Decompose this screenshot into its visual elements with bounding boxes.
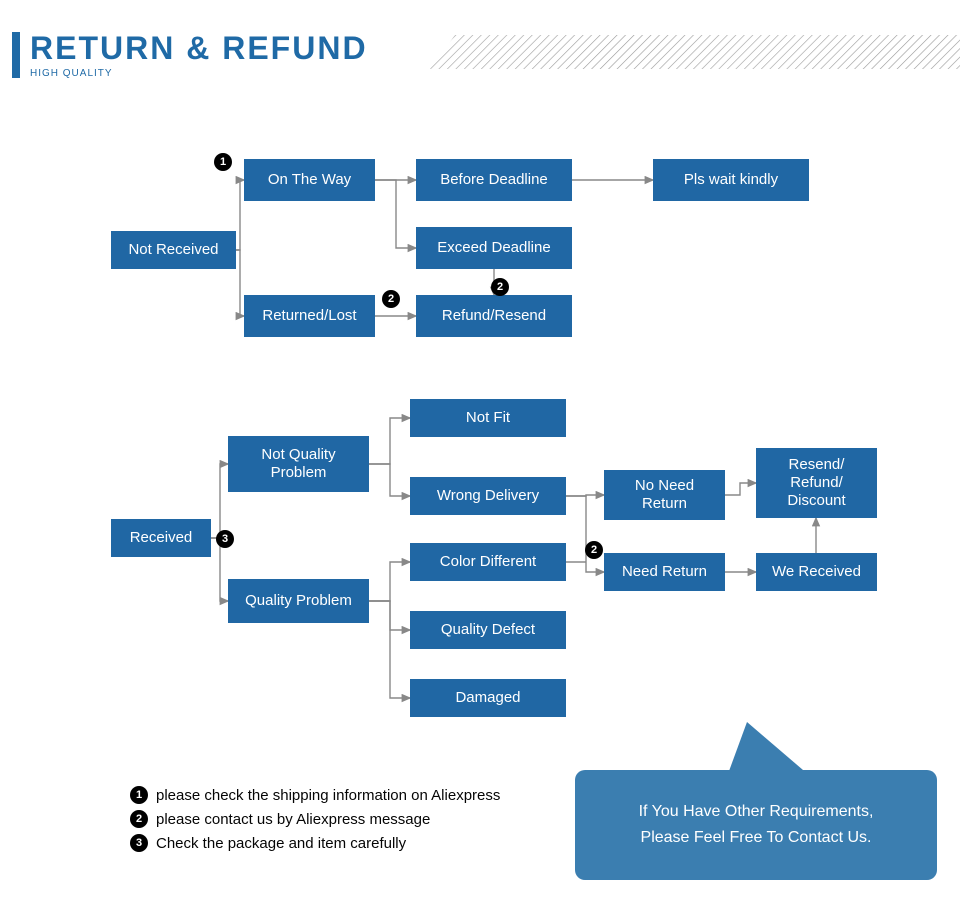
- callout-line-1: If You Have Other Requirements,: [639, 799, 874, 825]
- flow-marker-icon: 1: [214, 153, 232, 171]
- flow-node-quality-defect: Quality Defect: [410, 611, 566, 649]
- header-hatch-decoration: [430, 35, 960, 69]
- flow-node-returned-lost: Returned/Lost: [244, 295, 375, 337]
- flow-node-exceed-deadline: Exceed Deadline: [416, 227, 572, 269]
- callout-line-2: Please Feel Free To Contact Us.: [641, 825, 872, 851]
- flow-arrows: [0, 120, 960, 760]
- footnote-1: 1 please check the shipping information …: [130, 786, 500, 804]
- flow-node-not-quality: Not Quality Problem: [228, 436, 369, 492]
- footnote-text: please check the shipping information on…: [156, 787, 500, 804]
- footnote-text: please contact us by Aliexpress message: [156, 811, 430, 828]
- flow-node-pls-wait: Pls wait kindly: [653, 159, 809, 201]
- flow-node-resend-refund: Resend/ Refund/ Discount: [756, 448, 877, 518]
- contact-callout: If You Have Other Requirements, Please F…: [575, 730, 937, 880]
- footnote-badge-icon: 3: [130, 834, 148, 852]
- page-subtitle: HIGH QUALITY: [30, 68, 368, 79]
- flow-node-we-received: We Received: [756, 553, 877, 591]
- flow-node-not-fit: Not Fit: [410, 399, 566, 437]
- flow-node-damaged: Damaged: [410, 679, 566, 717]
- callout-box: If You Have Other Requirements, Please F…: [575, 770, 937, 880]
- flow-node-before-deadline: Before Deadline: [416, 159, 572, 201]
- flow-node-wrong-delivery: Wrong Delivery: [410, 477, 566, 515]
- flow-marker-icon: 3: [216, 530, 234, 548]
- footnote-3: 3 Check the package and item carefully: [130, 834, 500, 852]
- flow-node-quality: Quality Problem: [228, 579, 369, 623]
- header: RETURN & REFUND HIGH QUALITY: [12, 32, 368, 79]
- flow-node-no-need: No Need Return: [604, 470, 725, 520]
- header-accent-bar: [12, 32, 20, 78]
- footnote-badge-icon: 1: [130, 786, 148, 804]
- flow-node-received: Received: [111, 519, 211, 557]
- flow-node-refund-resend: Refund/Resend: [416, 295, 572, 337]
- footnote-badge-icon: 2: [130, 810, 148, 828]
- flow-node-on-the-way: On The Way: [244, 159, 375, 201]
- flow-marker-icon: 2: [585, 541, 603, 559]
- flow-node-color-diff: Color Different: [410, 543, 566, 581]
- flow-node-not-received: Not Received: [111, 231, 236, 269]
- footnote-text: Check the package and item carefully: [156, 835, 406, 852]
- footnotes: 1 please check the shipping information …: [130, 786, 500, 858]
- page-title: RETURN & REFUND: [30, 32, 368, 64]
- footnote-2: 2 please contact us by Aliexpress messag…: [130, 810, 500, 828]
- flow-marker-icon: 2: [382, 290, 400, 308]
- flow-marker-icon: 2: [491, 278, 509, 296]
- flow-node-need-return: Need Return: [604, 553, 725, 591]
